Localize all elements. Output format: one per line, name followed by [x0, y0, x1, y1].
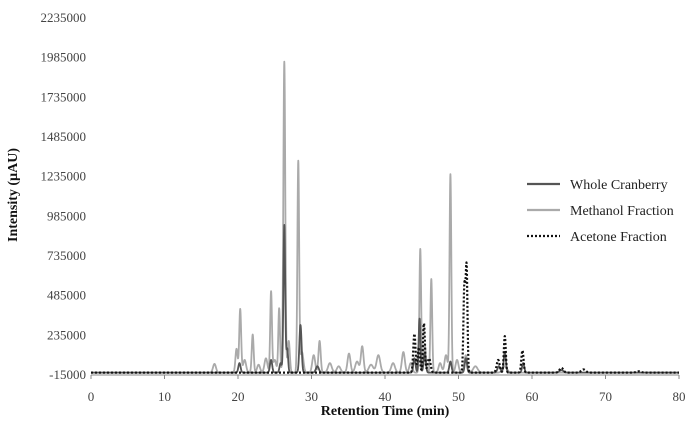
y-tick-label: 985000 — [47, 208, 86, 223]
y-axis-ticks: -15000 235000 485000 735000 985000 1235000 148… — [41, 10, 87, 382]
y-tick-label: 235000 — [47, 327, 86, 342]
y-tick-label: 1735000 — [41, 89, 87, 104]
x-tick-label: 30 — [305, 389, 318, 404]
x-tick-label: 80 — [673, 389, 686, 404]
legend-label: Acetone Fraction — [570, 230, 667, 245]
series-line-whole-cranberry — [90, 224, 680, 374]
legend-label: Whole Cranberry — [570, 178, 668, 193]
y-tick-label: 1235000 — [41, 169, 87, 184]
legend-label: Methanol Fraction — [570, 204, 674, 219]
legend: Whole Cranberry Methanol Fraction Acetone … — [527, 178, 674, 245]
x-tick-label: 40 — [379, 389, 392, 404]
y-tick-label: 1985000 — [41, 50, 87, 65]
x-axis-title: Retention Time (min) — [321, 404, 450, 419]
y-tick-label: 1485000 — [41, 129, 87, 144]
x-tick-label: 50 — [452, 389, 465, 404]
x-tick-label: 20 — [232, 389, 245, 404]
y-tick-label: 735000 — [47, 248, 86, 263]
series-line-acetone-fraction — [90, 261, 680, 374]
y-axis-title: Intensity (µAU) — [6, 148, 21, 242]
x-tick-label: 60 — [526, 389, 539, 404]
x-tick-label: 0 — [88, 389, 95, 404]
y-tick-label: 485000 — [47, 288, 86, 303]
x-axis-ticks: 0 10 20 30 40 50 60 70 80 — [88, 375, 686, 404]
plot-area — [90, 60, 680, 374]
y-tick-label: -15000 — [49, 367, 86, 382]
x-tick-label: 10 — [158, 389, 171, 404]
x-tick-label: 70 — [599, 389, 612, 404]
y-tick-label: 2235000 — [41, 10, 87, 25]
